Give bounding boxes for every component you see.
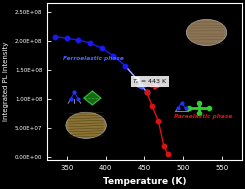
Ellipse shape xyxy=(66,112,106,138)
Polygon shape xyxy=(84,91,101,105)
Text: $T_c$ = 443 K: $T_c$ = 443 K xyxy=(132,77,168,86)
X-axis label: Temperature (K): Temperature (K) xyxy=(103,177,186,186)
Text: Paraelastic phase: Paraelastic phase xyxy=(174,114,232,119)
Ellipse shape xyxy=(186,19,227,46)
Text: Ferroelastic phase: Ferroelastic phase xyxy=(63,56,124,61)
Y-axis label: Integrated PL Intensity: Integrated PL Intensity xyxy=(3,42,10,122)
